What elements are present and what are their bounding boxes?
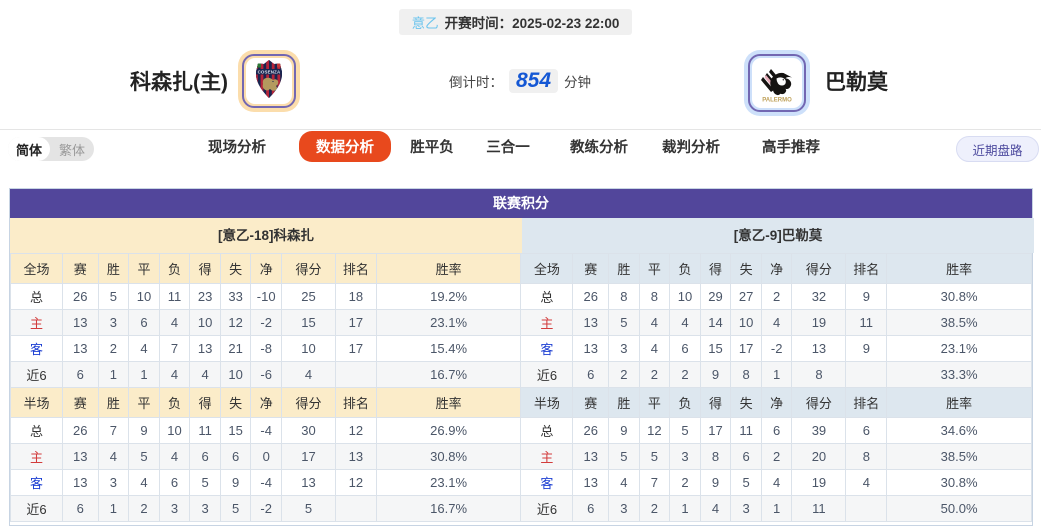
svg-text:COSENZA: COSENZA (258, 69, 281, 74)
svg-text:PALERMO: PALERMO (762, 98, 792, 104)
